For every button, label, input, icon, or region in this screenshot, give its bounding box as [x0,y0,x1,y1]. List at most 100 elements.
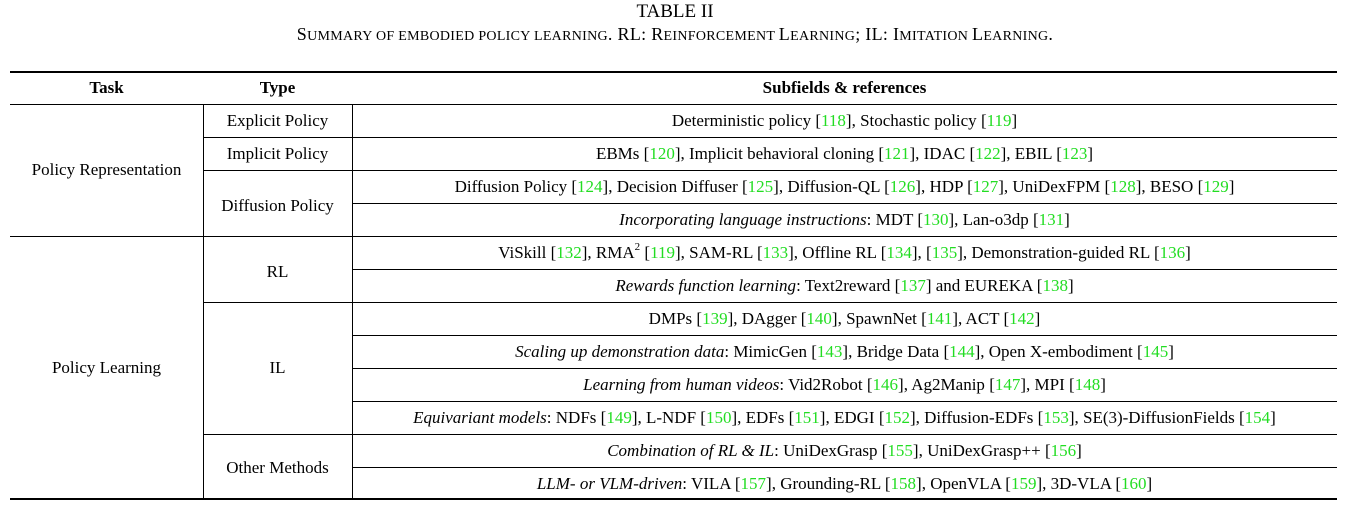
subfield-category: Combination of RL & IL [607,441,775,460]
citation-link[interactable]: 160 [1120,474,1147,493]
reference-text: [ [700,408,706,427]
citation-link[interactable]: 133 [762,243,789,262]
column-rule [203,105,204,498]
reference-text: ], DAgger [727,309,801,328]
citation-link[interactable]: 146 [872,375,899,394]
reference-text: ], 3D-VLA [1036,474,1116,493]
reference-text: ], Demonstration-guided RL [957,243,1154,262]
citation-link[interactable]: 123 [1061,144,1088,163]
citation-link[interactable]: 122 [975,144,1001,163]
citation-link[interactable]: 139 [702,309,728,328]
citation-link[interactable]: 138 [1042,276,1068,295]
citation-link[interactable]: 141 [926,309,953,328]
row-rule [352,203,1337,204]
reference-text: ] [1011,111,1018,130]
reference-text: : NDFs [546,408,601,427]
citation-link[interactable]: 142 [1009,309,1035,328]
citation-link[interactable]: 129 [1203,177,1229,196]
citation-link[interactable]: 150 [705,408,732,427]
citation-link[interactable]: 136 [1159,243,1186,262]
reference-text: [ [1003,309,1010,328]
reference-text: [ [788,408,795,427]
citation-link[interactable]: 156 [1050,441,1077,460]
subfields-row: EBMs [120], Implicit behavioral cloning … [352,144,1337,164]
citation-link[interactable]: 130 [922,210,949,229]
reference-text: [ [571,177,578,196]
citation-link[interactable]: 131 [1038,210,1065,229]
reference-text: ], SpawnNet [831,309,922,328]
subfield-category: LLM- or VLM-driven [536,474,683,493]
citation-link[interactable]: 119 [986,111,1012,130]
header-type: Type [259,78,296,97]
citation-link[interactable]: 127 [972,177,999,196]
reference-text: [ [921,309,927,328]
citation-link[interactable]: 118 [821,111,846,130]
citation-link[interactable]: 151 [794,408,820,427]
citation-link[interactable]: 135 [931,243,958,262]
subfields-row: DMPs [139], DAgger [140], SpawnNet [141]… [352,309,1337,329]
reference-text: Deterministic policy [671,111,816,130]
citation-link[interactable]: 126 [889,177,916,196]
citation-link[interactable]: 134 [886,243,912,262]
citation-link[interactable]: 147 [994,375,1021,394]
citation-link[interactable]: 124 [577,177,603,196]
reference-text: [ [1044,441,1051,460]
reference-text: [ [800,309,807,328]
reference-text: [ [881,441,888,460]
reference-text: ], Bridge Data [842,342,944,361]
reference-text: [ [1153,243,1160,262]
reference-text: ] [1067,276,1074,295]
row-rule [203,302,1337,303]
citation-link[interactable]: 119 [650,243,675,262]
reference-text: ], Decision Diffuser [602,177,742,196]
reference-text: [ [880,243,887,262]
citation-link[interactable]: 125 [747,177,774,196]
subfields-row: Incorporating language instructions: MDT… [352,210,1337,230]
citation-link[interactable]: 132 [556,243,582,262]
citation-link[interactable]: 152 [884,408,910,427]
reference-text: [ [1005,474,1011,493]
citation-link[interactable]: 154 [1244,408,1271,427]
subfields-row: Equivariant models: NDFs [149], L-NDF [1… [352,408,1337,428]
citation-link[interactable]: 121 [883,144,910,163]
reference-text: [ [943,342,950,361]
subfield-category: Equivariant models [413,408,547,427]
citation-link[interactable]: 145 [1142,342,1169,361]
reference-text: [ [884,177,890,196]
reference-text: ] [1034,309,1041,328]
subfields-row: Learning from human videos: Vid2Robot [1… [352,375,1337,395]
citation-link[interactable]: 158 [890,474,917,493]
subfields-row: ViSkill [132], RMA2 [119], SAM-RL [133],… [352,242,1337,263]
row-rule [352,368,1337,369]
reference-text: : Text2reward [796,276,895,295]
subfields-row: LLM- or VLM-driven: VILA [157], Groundin… [352,474,1337,494]
reference-text: [ [878,144,884,163]
reference-text: [ [1137,342,1143,361]
row-rule [203,137,1337,138]
reference-text: [ [969,144,976,163]
citation-link[interactable]: 120 [649,144,675,163]
reference-text: ], [911,243,927,262]
table-caption: SUMMARY OF EMBODIED POLICY LEARNING. RL:… [296,24,1054,44]
type-other-methods: Other Methods [226,458,329,477]
type-rl: RL [266,262,289,281]
citation-link[interactable]: 155 [887,441,913,460]
reference-text: ], Open X-embodiment [974,342,1138,361]
reference-text: [ [878,408,885,427]
citation-link[interactable]: 153 [1043,408,1069,427]
reference-text: [ [1115,474,1121,493]
citation-link[interactable]: 149 [606,408,632,427]
reference-text: ], Offline RL [788,243,881,262]
reference-text: ], UniDexFPM [998,177,1105,196]
citation-link[interactable]: 144 [949,342,975,361]
citation-link[interactable]: 148 [1074,375,1101,394]
citation-link[interactable]: 140 [806,309,832,328]
citation-link[interactable]: 137 [900,276,926,295]
citation-link[interactable]: 157 [740,474,767,493]
citation-link[interactable]: 159 [1010,474,1037,493]
reference-text: [ [643,144,650,163]
header-rule [10,104,1337,105]
subfields-row: Scaling up demonstration data: MimicGen … [352,342,1337,362]
citation-link[interactable]: 143 [816,342,843,361]
citation-link[interactable]: 128 [1110,177,1136,196]
